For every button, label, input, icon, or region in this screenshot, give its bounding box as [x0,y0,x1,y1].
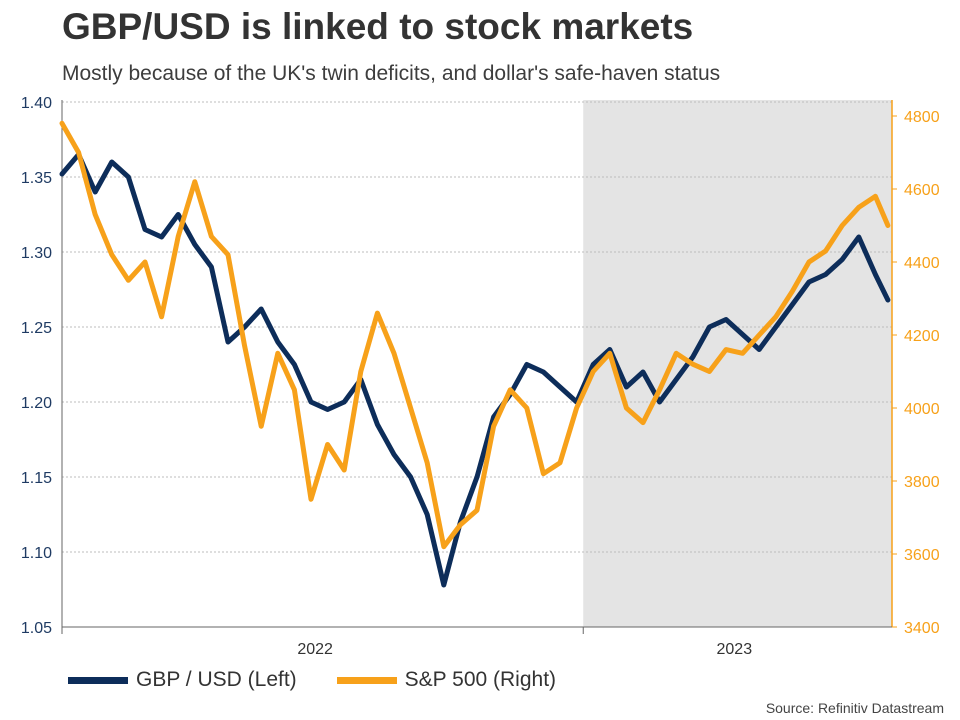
x-tick-label: 2022 [297,641,333,658]
right-tick-label: 4600 [904,182,940,199]
left-tick-label: 1.10 [21,545,52,562]
left-tick-label: 1.40 [21,95,52,112]
left-tick-label: 1.05 [21,620,52,637]
shaded-region [583,100,892,627]
right-tick-label: 3400 [904,620,940,637]
source-note: Source: Refinitiv Datastream [765,700,944,716]
legend-swatch-gbpusd [68,676,128,684]
legend-item-gbpusd: GBP / USD (Left) [68,668,297,692]
legend: GBP / USD (Left) S&P 500 (Right) [68,668,596,692]
legend-label-gbpusd: GBP / USD (Left) [136,668,297,691]
chart-title: GBP/USD is linked to stock markets [62,6,694,47]
right-tick-label: 4800 [904,109,940,126]
right-tick-label: 4200 [904,328,940,345]
right-tick-label: 3800 [904,474,940,491]
x-tick-label: 2023 [717,641,753,658]
series-lines [59,120,891,588]
right-tick-label: 4000 [904,401,940,418]
left-tick-label: 1.15 [21,470,52,487]
shaded-region-layer [583,100,892,627]
left-tick-label: 1.30 [21,245,52,262]
left-tick-label: 1.35 [21,170,52,187]
legend-item-sp500: S&P 500 (Right) [336,668,557,692]
axes: 1.05 1.10 1.15 1.20 1.25 1.30 1.35 1.40 3400 3600… [21,95,940,658]
left-tick-label: 1.20 [21,395,52,412]
right-tick-label: 3600 [904,547,940,564]
series-line-sp500 [59,120,891,550]
right-tick-label: 4400 [904,255,940,272]
left-tick-label: 1.25 [21,320,52,337]
legend-label-sp500: S&P 500 (Right) [404,668,557,691]
chart-subtitle: Mostly because of the UK's twin deficits… [62,62,721,85]
legend-swatch-sp500 [336,676,397,684]
